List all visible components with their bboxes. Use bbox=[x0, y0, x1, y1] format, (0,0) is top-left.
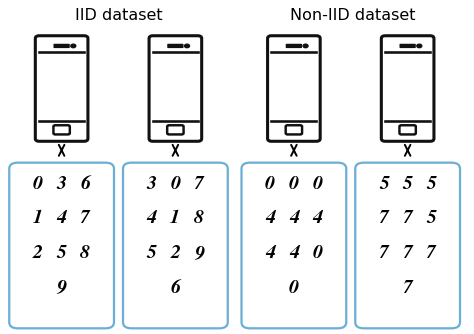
Text: 7: 7 bbox=[194, 175, 204, 193]
FancyBboxPatch shape bbox=[286, 125, 302, 135]
FancyBboxPatch shape bbox=[400, 125, 416, 135]
Circle shape bbox=[184, 44, 190, 48]
FancyBboxPatch shape bbox=[54, 125, 70, 135]
Text: 4: 4 bbox=[265, 210, 275, 227]
FancyBboxPatch shape bbox=[381, 36, 434, 141]
Text: 5: 5 bbox=[56, 244, 67, 262]
Text: 3: 3 bbox=[56, 175, 67, 193]
Text: 2: 2 bbox=[33, 244, 43, 262]
Text: 7: 7 bbox=[402, 244, 413, 262]
Text: 2: 2 bbox=[170, 244, 181, 262]
FancyBboxPatch shape bbox=[286, 44, 302, 48]
Text: 7: 7 bbox=[379, 244, 389, 262]
Text: Non-IID dataset: Non-IID dataset bbox=[291, 8, 416, 23]
Text: 4: 4 bbox=[146, 210, 157, 227]
FancyBboxPatch shape bbox=[167, 44, 183, 48]
FancyBboxPatch shape bbox=[167, 125, 183, 135]
Text: 5: 5 bbox=[379, 175, 389, 193]
Text: 7: 7 bbox=[426, 244, 437, 262]
Text: 7: 7 bbox=[379, 210, 389, 227]
Text: 7: 7 bbox=[80, 210, 91, 227]
Text: 5: 5 bbox=[402, 175, 413, 193]
Text: 0: 0 bbox=[289, 279, 299, 297]
Text: 7: 7 bbox=[402, 210, 413, 227]
Text: IID dataset: IID dataset bbox=[75, 8, 162, 23]
FancyBboxPatch shape bbox=[400, 44, 416, 48]
Text: 9: 9 bbox=[56, 279, 67, 297]
Text: 3: 3 bbox=[146, 175, 157, 193]
Text: 4: 4 bbox=[265, 244, 275, 262]
Text: 4: 4 bbox=[289, 210, 299, 227]
FancyBboxPatch shape bbox=[54, 44, 70, 48]
Text: 9: 9 bbox=[194, 244, 204, 262]
Text: 8: 8 bbox=[80, 244, 91, 262]
FancyBboxPatch shape bbox=[123, 163, 228, 328]
Text: 4: 4 bbox=[312, 210, 323, 227]
Text: 5: 5 bbox=[426, 210, 437, 227]
FancyBboxPatch shape bbox=[267, 36, 320, 141]
Text: 1: 1 bbox=[170, 210, 181, 227]
Text: 0: 0 bbox=[289, 175, 299, 193]
Text: 7: 7 bbox=[402, 279, 413, 297]
Text: 8: 8 bbox=[194, 210, 204, 227]
Text: 0: 0 bbox=[312, 244, 323, 262]
Text: 4: 4 bbox=[289, 244, 299, 262]
Text: 5: 5 bbox=[426, 175, 437, 193]
Text: 0: 0 bbox=[312, 175, 323, 193]
Text: 0: 0 bbox=[170, 175, 181, 193]
FancyBboxPatch shape bbox=[149, 36, 201, 141]
Circle shape bbox=[417, 44, 422, 48]
Text: 4: 4 bbox=[56, 210, 67, 227]
Text: 0: 0 bbox=[265, 175, 275, 193]
Circle shape bbox=[71, 44, 76, 48]
FancyBboxPatch shape bbox=[9, 163, 114, 328]
FancyBboxPatch shape bbox=[35, 36, 88, 141]
FancyBboxPatch shape bbox=[355, 163, 460, 328]
Text: 0: 0 bbox=[33, 175, 43, 193]
FancyBboxPatch shape bbox=[241, 163, 346, 328]
Text: 5: 5 bbox=[146, 244, 157, 262]
Text: 1: 1 bbox=[33, 210, 43, 227]
Text: 6: 6 bbox=[80, 175, 91, 193]
Circle shape bbox=[303, 44, 308, 48]
Text: 6: 6 bbox=[170, 279, 181, 297]
